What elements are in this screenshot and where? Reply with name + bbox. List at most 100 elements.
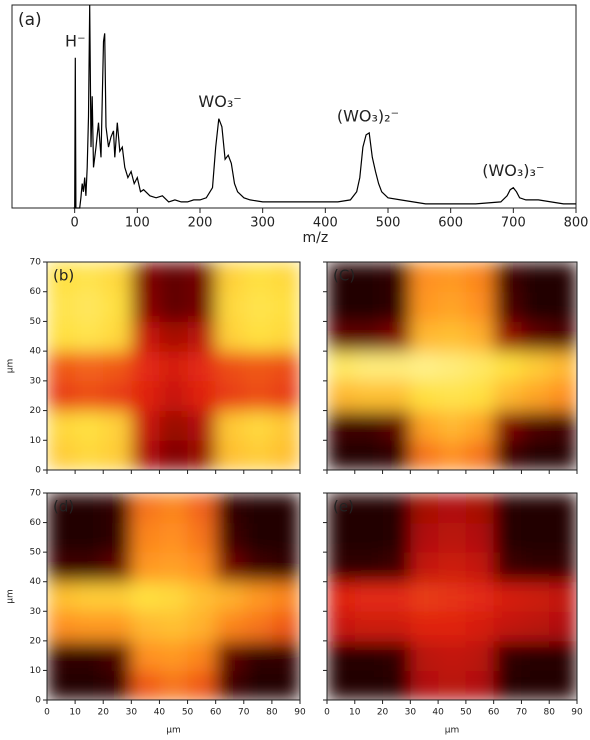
heatmap-cell (438, 581, 467, 612)
heatmap-cell (75, 321, 104, 352)
heatmap-cell (354, 410, 384, 441)
panel-label: (d) (53, 498, 74, 516)
heatmap-cell (215, 640, 245, 671)
y-tick-label: 30 (30, 607, 42, 617)
heatmap-cell (354, 493, 384, 524)
heatmap-cell (465, 552, 495, 583)
heatmap-cell (549, 552, 577, 583)
peak-annotation: (WO₃)₂⁻ (337, 106, 399, 125)
heatmap-cell (131, 380, 160, 412)
heatmap-cell (271, 321, 300, 352)
heatmap-cell (465, 670, 495, 700)
heatmap-cell (382, 552, 411, 583)
heatmap-cell (410, 581, 439, 612)
heatmap-cell (131, 493, 160, 524)
heatmap-cell (521, 552, 550, 583)
heatmap (47, 493, 300, 700)
heatmap-cell (131, 581, 160, 612)
heatmap-cell (243, 611, 273, 642)
heatmap-cells (47, 262, 300, 470)
x-tick-label: 0 (324, 708, 330, 718)
heatmap-cell (215, 552, 245, 583)
heatmap-cell (410, 291, 439, 322)
heatmap (327, 262, 577, 470)
heatmap-cell (354, 262, 384, 293)
heatmap-cell (549, 522, 577, 553)
heatmap-cell (493, 640, 522, 671)
heatmap-cell (103, 410, 132, 441)
heatmap-cell (493, 493, 522, 524)
heatmap-cell (47, 351, 76, 382)
heatmap-cell (521, 670, 550, 700)
heatmap-cell (438, 493, 467, 524)
heatmap-cell (465, 410, 495, 441)
heatmap-cell (438, 440, 467, 470)
heatmap-cell (215, 670, 245, 700)
heatmap-cell (354, 670, 384, 700)
heatmap-cell (243, 581, 273, 612)
heatmap-cell (47, 291, 76, 322)
heatmap-cell (159, 321, 189, 352)
heatmap-cell (187, 380, 217, 412)
plot-frame (326, 261, 578, 471)
heatmap-cell (243, 291, 273, 322)
heatmap-cell (75, 522, 104, 553)
heatmap-cell (410, 611, 439, 642)
heatmap-cell (75, 611, 104, 642)
heatmap-cell (438, 410, 467, 441)
heatmap-cell (103, 351, 132, 382)
heatmap-cell (103, 380, 132, 412)
heatmap-cell (243, 670, 273, 700)
heatmap-cell (549, 351, 577, 382)
heatmap-cell (438, 552, 467, 583)
y-axis-label: μm (6, 359, 16, 374)
x-tick-label: 40 (432, 708, 444, 718)
heatmap-cell (159, 262, 189, 293)
heatmap-cell (382, 581, 411, 612)
x-axis-label: μm (445, 726, 460, 736)
panel-label: (a) (18, 10, 42, 30)
heatmap-cell (159, 522, 189, 553)
heatmap-cell (549, 440, 577, 470)
heatmap-cell (354, 440, 384, 470)
heatmap-cell (465, 380, 495, 412)
heatmap-cell (382, 640, 411, 671)
heatmap-cell (103, 440, 132, 470)
heatmap-cell (549, 611, 577, 642)
heatmap-cell (521, 581, 550, 612)
heatmap-cell (354, 351, 384, 382)
heatmap-cell (187, 552, 217, 583)
peak-annotation: H⁻ (65, 31, 85, 50)
heatmap-cell (271, 380, 300, 412)
heatmap-cell (382, 380, 411, 412)
heatmap-cell (47, 552, 76, 583)
heatmap-cell (382, 493, 411, 524)
heatmap-cell (521, 291, 550, 322)
y-tick-label: 40 (30, 347, 42, 357)
heatmap-cell (327, 321, 356, 352)
heatmap-cell (103, 522, 132, 553)
heatmap-cell (465, 321, 495, 352)
heatmap-cell (103, 640, 132, 671)
heatmap-cell (438, 611, 467, 642)
panel-label: (C) (333, 267, 355, 285)
heatmap-cell (410, 351, 439, 382)
heatmap-cell (465, 351, 495, 382)
heatmap-cell (187, 581, 217, 612)
heatmap-cell (47, 410, 76, 441)
heatmap-cell (159, 493, 189, 524)
heatmap-cell (438, 522, 467, 553)
heatmap-cell (271, 670, 300, 700)
heatmap-cell (187, 262, 217, 293)
x-tick-label: 20 (97, 708, 109, 718)
heatmap-cell (131, 351, 160, 382)
heatmap-cell (103, 291, 132, 322)
heatmap-cell (131, 291, 160, 322)
heatmap-cell (75, 262, 104, 293)
heatmap-cell (410, 493, 439, 524)
y-tick-label: 70 (30, 489, 42, 499)
heatmap-cell (521, 522, 550, 553)
x-axis-label: μm (166, 726, 181, 736)
heatmap-cell (215, 440, 245, 470)
